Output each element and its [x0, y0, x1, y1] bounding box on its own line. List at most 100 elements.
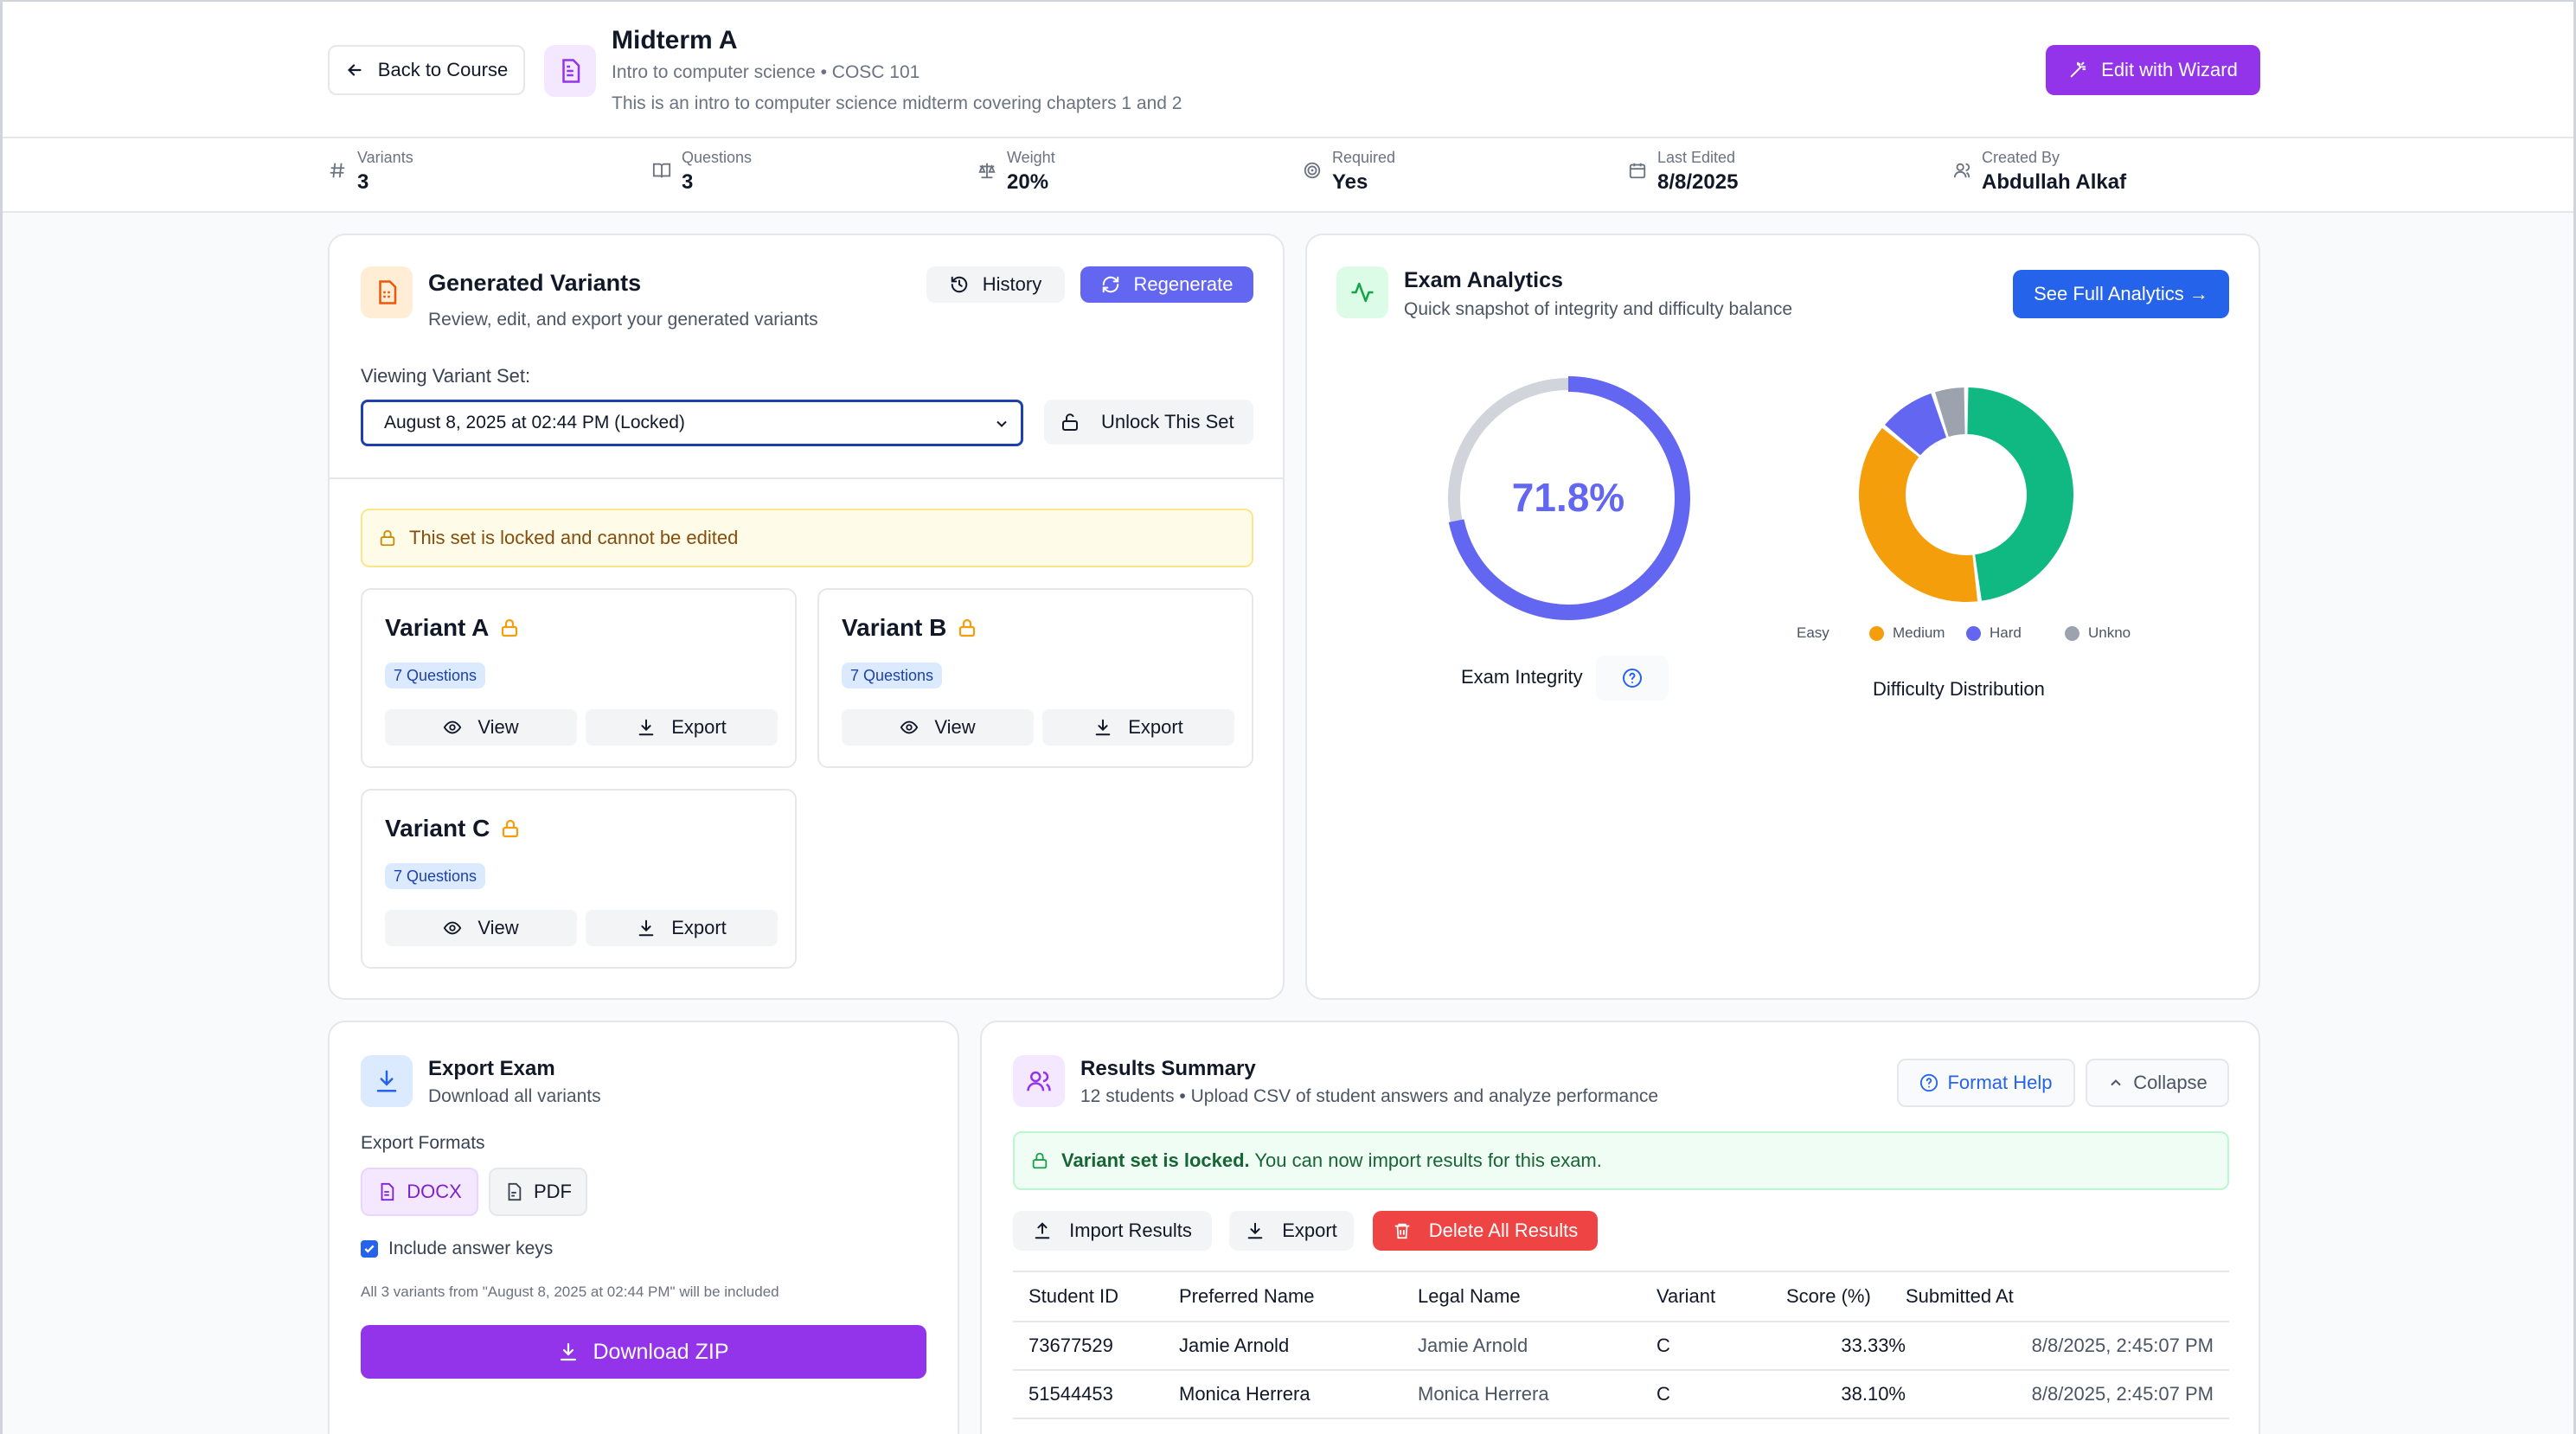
unlock-set-button[interactable]: Unlock This Set: [1044, 400, 1253, 445]
column-header[interactable]: Legal Name: [1418, 1271, 1656, 1322]
legend-dot: [2065, 625, 2079, 641]
locked-bold-text: Variant set is locked.: [1061, 1149, 1250, 1171]
refresh-icon: [1102, 276, 1118, 293]
regenerate-label: Regenerate: [1133, 273, 1234, 295]
view-variant-button[interactable]: View: [385, 910, 577, 946]
legal-name-cell: Jamie Arnold: [1418, 1322, 1656, 1371]
target-icon: [1304, 162, 1321, 179]
help-icon: [1623, 669, 1642, 688]
stat-value: 3: [682, 170, 694, 194]
column-header[interactable]: Submitted At: [1906, 1271, 2229, 1322]
column-header[interactable]: Preferred Name: [1179, 1271, 1418, 1322]
legend-item-unknown: Unkno: [2065, 624, 2131, 642]
stat-variants: Variants 3: [328, 149, 413, 195]
stat-label: Weight: [1007, 149, 1055, 166]
legend-label: Unkno: [2088, 624, 2131, 641]
import-label: Import Results: [1069, 1220, 1192, 1241]
locked-notice-text: This set is locked and cannot be edited: [409, 527, 739, 548]
analytics-subtitle: Quick snapshot of integrity and difficul…: [1404, 299, 1793, 319]
donut-slice-hard[interactable]: [1885, 393, 1947, 456]
format-docx-button[interactable]: DOCX: [361, 1168, 478, 1216]
export-variant-button[interactable]: Export: [586, 910, 778, 946]
legend-dot: [1869, 625, 1884, 641]
stat-label: Created By: [1982, 149, 2060, 166]
regenerate-button[interactable]: Regenerate: [1080, 266, 1253, 303]
legend-item-hard: Hard: [1966, 624, 2022, 642]
trash-icon: [1394, 1223, 1410, 1239]
donut-slice-easy[interactable]: [1967, 387, 2073, 601]
format-pdf-button[interactable]: PDF: [489, 1168, 587, 1216]
divider: [330, 477, 1283, 479]
donut-slices: [1859, 387, 2073, 602]
table-row[interactable]: 51544453 Monica Herrera Monica Herrera C…: [1013, 1370, 2229, 1419]
edit-with-wizard-button[interactable]: Edit with Wizard: [2046, 45, 2260, 95]
variant-set-select[interactable]: August 8, 2025 at 02:44 PM (Locked): [361, 400, 1023, 446]
column-header[interactable]: Student ID: [1013, 1271, 1179, 1322]
export-variant-button[interactable]: Export: [586, 709, 778, 746]
download-icon: [638, 919, 654, 937]
export-results-button[interactable]: Export: [1229, 1211, 1354, 1251]
delete-all-results-button[interactable]: Delete All Results: [1373, 1211, 1598, 1251]
history-button[interactable]: History: [926, 266, 1065, 303]
page-title: Midterm A: [612, 26, 738, 54]
wizard-label: Edit with Wizard: [2101, 59, 2238, 80]
course-subtitle: Intro to computer science • COSC 101: [612, 62, 920, 82]
book-icon: [652, 163, 671, 178]
back-to-course-button[interactable]: Back to Course: [328, 45, 525, 95]
lock-icon: [502, 618, 518, 637]
preferred-name-cell: Jamie Arnold: [1179, 1322, 1418, 1371]
column-header[interactable]: Variant: [1656, 1271, 1786, 1322]
delete-label: Delete All Results: [1428, 1220, 1579, 1241]
results-title: Results Summary: [1080, 1057, 1256, 1080]
view-variant-button[interactable]: View: [842, 709, 1034, 746]
answer-keys-label: Include answer keys: [388, 1239, 554, 1258]
variant-card-a: Variant A 7 Questions View Export: [361, 588, 797, 768]
unlock-label: Unlock This Set: [1101, 411, 1234, 432]
download-zip-label: Download ZIP: [593, 1339, 729, 1364]
score-cell: 38.10%: [1786, 1370, 1906, 1419]
gauge-fill: [1446, 376, 1690, 620]
export-download-icon: [361, 1055, 413, 1107]
viewing-set-label: Viewing Variant Set:: [361, 365, 531, 387]
student-id-cell: 51544453: [1013, 1370, 1179, 1419]
variants-file-icon: [361, 266, 413, 318]
donut-slice-unknown[interactable]: [1935, 387, 1965, 438]
arrow-left-icon: [347, 64, 362, 76]
answer-keys-checkbox[interactable]: [361, 1240, 378, 1258]
stat-value: Abdullah Alkaf: [1982, 170, 2127, 194]
user-icon: [1953, 163, 1970, 178]
stat-value: 3: [357, 170, 369, 194]
file-icon: [381, 1182, 394, 1201]
export-variant-button[interactable]: Export: [1042, 709, 1234, 746]
column-header[interactable]: Score (%): [1786, 1271, 1906, 1322]
donut-slice-medium[interactable]: [1859, 427, 1978, 602]
format-help-button[interactable]: Format Help: [1897, 1059, 2075, 1107]
lock-icon: [380, 529, 395, 547]
score-cell: 33.33%: [1786, 1322, 1906, 1371]
integrity-help-button[interactable]: [1596, 656, 1669, 701]
upload-icon: [1035, 1222, 1050, 1239]
legal-name-cell: Monica Herrera: [1418, 1370, 1656, 1419]
variant-name: Variant C: [385, 815, 490, 842]
results-subtitle: 12 students • Upload CSV of student answ…: [1080, 1086, 1659, 1106]
table-row[interactable]: 73677529 Jamie Arnold Jamie Arnold C 33.…: [1013, 1322, 2229, 1371]
stat-label: Variants: [357, 149, 413, 166]
preferred-name-cell: Monica Herrera: [1179, 1370, 1418, 1419]
import-results-button[interactable]: Import Results: [1013, 1211, 1212, 1251]
variant-set-value: August 8, 2025 at 02:44 PM (Locked): [384, 413, 685, 432]
download-icon: [638, 719, 654, 736]
download-icon: [561, 1342, 577, 1361]
download-zip-button[interactable]: Download ZIP: [361, 1325, 926, 1379]
variant-name: Variant A: [385, 614, 490, 641]
history-label: History: [982, 273, 1042, 295]
see-full-analytics-button[interactable]: See Full Analytics →: [2013, 270, 2229, 318]
view-variant-button[interactable]: View: [385, 709, 577, 746]
stat-value: Yes: [1332, 170, 1368, 194]
integrity-gauge: 71.8%: [1446, 376, 1690, 620]
check-icon: [364, 1245, 375, 1253]
exam-description: This is an intro to computer science mid…: [612, 93, 1182, 113]
locked-text: You can now import results for this exam…: [1249, 1149, 1602, 1171]
export-results-label: Export: [1282, 1220, 1337, 1241]
collapse-button[interactable]: Collapse: [2086, 1059, 2229, 1107]
